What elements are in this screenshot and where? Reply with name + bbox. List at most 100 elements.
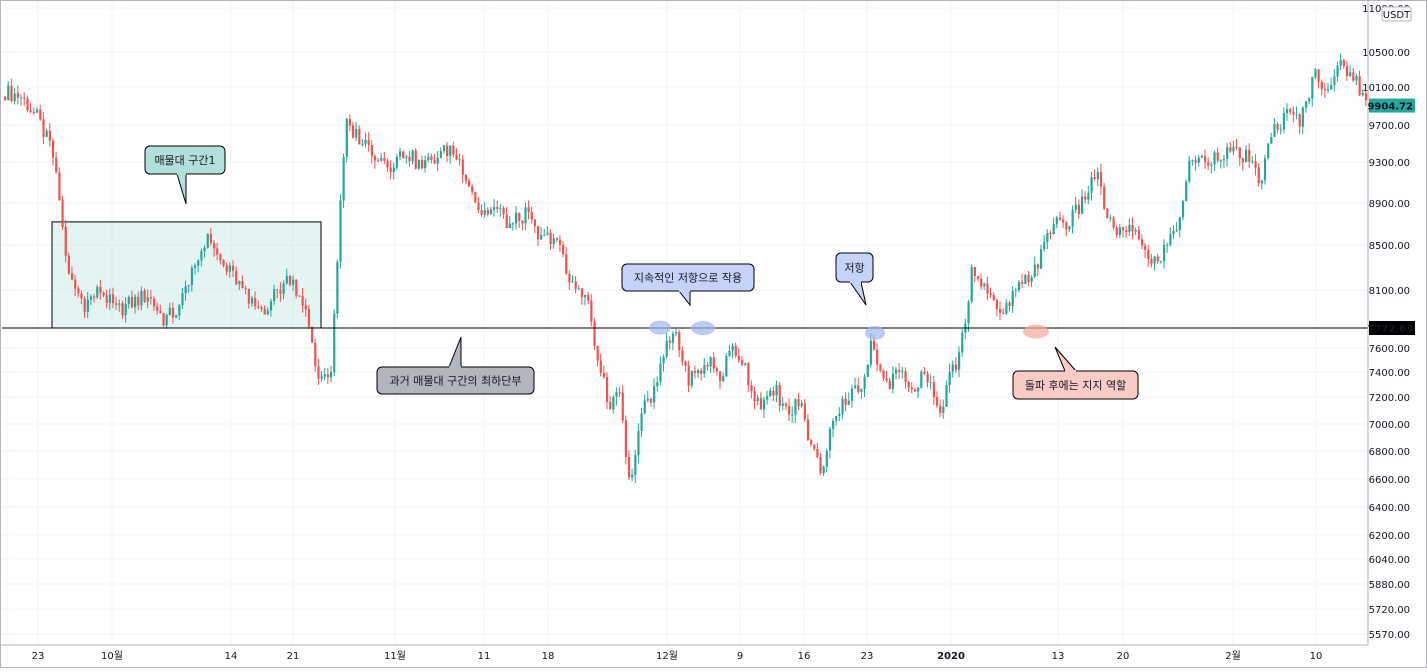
candle-body bbox=[1122, 227, 1125, 231]
candle-body bbox=[728, 350, 731, 356]
candle-body bbox=[1364, 92, 1368, 101]
candle-body bbox=[844, 398, 847, 405]
candle-body bbox=[511, 223, 515, 225]
candle-body bbox=[825, 450, 828, 467]
candle-body bbox=[577, 288, 580, 290]
candle-body bbox=[1014, 290, 1017, 292]
candle-body bbox=[766, 396, 769, 400]
candle-body bbox=[209, 233, 213, 244]
candle-body bbox=[800, 403, 803, 407]
candle-body bbox=[1109, 217, 1112, 219]
y-tick-label: 8900.00 bbox=[1369, 199, 1410, 210]
highlight-ellipse bbox=[865, 325, 885, 340]
candle-body bbox=[446, 145, 449, 156]
y-tick-label: 8500.00 bbox=[1369, 241, 1410, 252]
range-box-rect[interactable] bbox=[51, 221, 322, 329]
candle-body bbox=[656, 381, 659, 387]
candle-body bbox=[869, 340, 872, 365]
candle-body bbox=[605, 376, 609, 402]
callout-resist-continuous[interactable]: 지속적인 저항으로 작용 bbox=[621, 263, 755, 307]
callout-resist[interactable]: 저항 bbox=[835, 252, 874, 306]
candle-body bbox=[424, 159, 427, 169]
candle-body bbox=[64, 226, 67, 256]
candle-body bbox=[351, 125, 355, 138]
x-tick-label: 11 bbox=[478, 651, 491, 662]
y-tick-label: 10100.00 bbox=[1362, 83, 1410, 94]
candle-body bbox=[549, 232, 552, 244]
candle-body bbox=[901, 371, 904, 373]
candle-body bbox=[402, 151, 405, 158]
candle-body bbox=[876, 349, 879, 365]
candle-body bbox=[1166, 244, 1169, 246]
candle-body bbox=[803, 403, 806, 420]
candle-body bbox=[433, 160, 436, 164]
candle-body bbox=[279, 290, 282, 294]
currency-badge[interactable] bbox=[1381, 6, 1412, 22]
candle-body bbox=[1257, 167, 1260, 184]
candle-body bbox=[295, 279, 298, 296]
x-tick-label: 20 bbox=[1117, 651, 1130, 662]
candle-body bbox=[1169, 234, 1172, 245]
candle-body bbox=[810, 440, 813, 445]
candle-body bbox=[722, 376, 725, 382]
callout-label: 매물대 구간1 bbox=[154, 154, 215, 167]
candle-body bbox=[1292, 111, 1295, 115]
candle-body bbox=[926, 373, 929, 383]
candle-body bbox=[756, 397, 759, 402]
candle-body bbox=[1282, 113, 1286, 130]
x-tick-label: 23 bbox=[32, 651, 45, 662]
candle-body bbox=[923, 371, 926, 374]
y-tick-label: 6040.00 bbox=[1369, 555, 1410, 566]
price-axis[interactable]: 11000.0010500.0010100.009700.009300.0089… bbox=[1362, 0, 1412, 645]
candle-body bbox=[624, 420, 628, 458]
candle-body bbox=[408, 156, 411, 162]
y-tick-label: 6800.00 bbox=[1369, 447, 1410, 458]
time-axis[interactable]: 23 10월 14 21 11월 11 18 12월 9 16 23 2020 13 20 2월 10 bbox=[0, 644, 1368, 662]
candle-body bbox=[568, 273, 571, 283]
y-tick-label: 6400.00 bbox=[1369, 503, 1410, 514]
candle-body bbox=[816, 448, 819, 458]
candle-body bbox=[1017, 281, 1021, 291]
candle-body bbox=[665, 340, 668, 357]
candle-body bbox=[621, 392, 624, 421]
candle-body bbox=[105, 295, 108, 303]
callout-range-bottom[interactable]: 과거 매물대 구간의 최하단부 bbox=[376, 336, 535, 395]
candle-body bbox=[1358, 76, 1361, 96]
candle-body bbox=[643, 400, 646, 414]
candle-body bbox=[23, 97, 26, 99]
candle-body bbox=[430, 156, 433, 161]
callout-label: 돌파 후에는 지지 역할 bbox=[1025, 379, 1127, 392]
candle-body bbox=[806, 419, 810, 441]
candle-body bbox=[377, 160, 380, 162]
x-tick-label: 21 bbox=[287, 651, 300, 662]
candle-body bbox=[171, 307, 175, 318]
callout-range1[interactable]: 매물대 구간1 bbox=[144, 145, 226, 205]
candle-body bbox=[791, 414, 794, 416]
candle-body bbox=[178, 305, 181, 316]
candle-body bbox=[778, 384, 781, 406]
candle-body bbox=[364, 139, 367, 144]
candle-body bbox=[627, 457, 631, 478]
candle-body bbox=[813, 444, 816, 449]
candle-body bbox=[737, 356, 741, 361]
candle-body bbox=[1226, 147, 1229, 159]
candle-body bbox=[866, 364, 869, 377]
candle-body bbox=[361, 143, 364, 145]
candle-body bbox=[499, 208, 502, 210]
candle-body bbox=[518, 213, 521, 221]
candle-body bbox=[951, 364, 954, 372]
candle-body bbox=[973, 266, 976, 277]
candle-body bbox=[323, 374, 326, 377]
candle-body bbox=[339, 200, 342, 262]
candle-body bbox=[486, 210, 489, 215]
candle-body bbox=[872, 340, 876, 350]
candle-body bbox=[920, 371, 923, 388]
candle-body bbox=[615, 392, 618, 397]
candle-body bbox=[970, 266, 973, 302]
callout-support[interactable]: 돌파 후에는 지지 역할 bbox=[1012, 346, 1139, 400]
x-tick-label: 11월 bbox=[384, 650, 406, 662]
candle-body bbox=[61, 199, 64, 227]
candle-body bbox=[250, 297, 254, 304]
candle-body bbox=[398, 151, 402, 157]
